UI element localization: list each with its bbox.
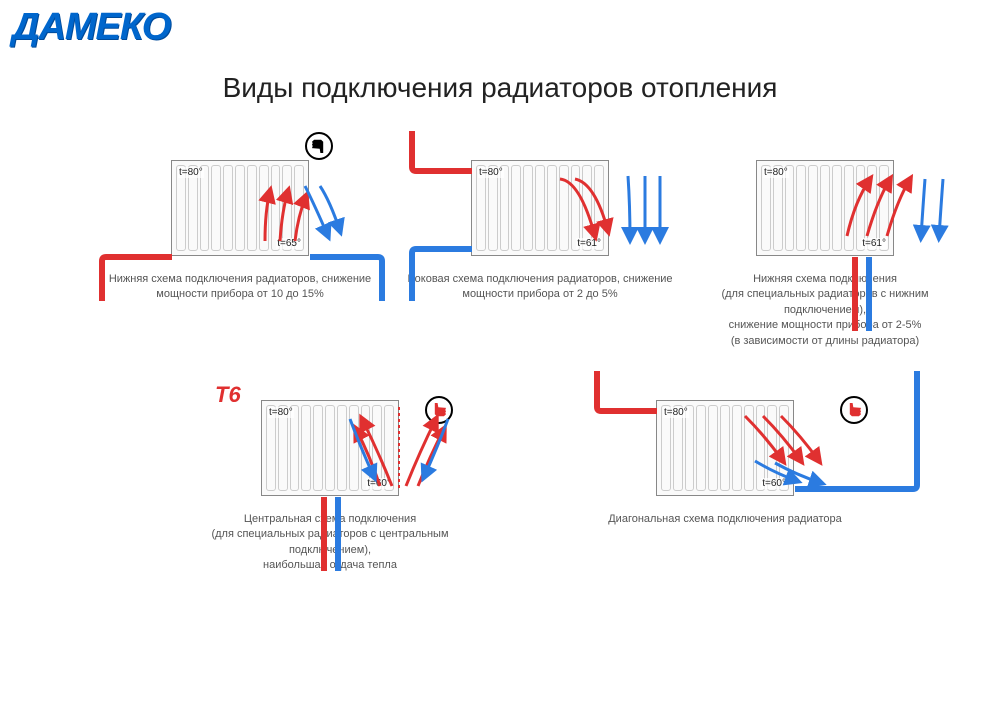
diagram-bottom: t=80° t=65° Нижняя схема подключения рад… bbox=[95, 160, 385, 303]
radiator: t=80° t=60° bbox=[656, 400, 794, 496]
caption: Нижняя схема подключения (для специальны… bbox=[680, 272, 970, 349]
caption: Боковая схема подключения радиаторов, сн… bbox=[395, 272, 685, 303]
thumbs-up-icon bbox=[425, 396, 453, 424]
t6-badge-icon: T6 bbox=[215, 382, 241, 408]
temp-in-label: t=80° bbox=[763, 167, 789, 178]
temp-in-label: t=80° bbox=[663, 407, 689, 418]
diagram-diagonal: t=80° t=60° Диагональная схема подключен… bbox=[580, 400, 870, 527]
thumbs-down-icon bbox=[305, 132, 333, 160]
temp-out-label: t=61° bbox=[861, 238, 887, 249]
caption: Центральная схема подключения (для специ… bbox=[185, 512, 475, 574]
thumbs-up-icon bbox=[840, 396, 868, 424]
temp-in-label: t=80° bbox=[268, 407, 294, 418]
temp-out-label: t=65° bbox=[276, 238, 302, 249]
logo: ДАМЕКО bbox=[12, 6, 170, 49]
temp-in-label: t=80° bbox=[178, 167, 204, 178]
radiator: t=80° t=60° bbox=[261, 400, 399, 496]
temp-out-label: t=60° bbox=[761, 478, 787, 489]
temp-out-label: t=60° bbox=[366, 478, 392, 489]
page-title: Виды подключения радиаторов отопления bbox=[0, 72, 1000, 104]
radiator: t=80° t=65° bbox=[171, 160, 309, 256]
diagram-central: T6 t=80° t=60° Центральная схема подключ… bbox=[185, 400, 475, 574]
radiator: t=80° t=61° bbox=[756, 160, 894, 256]
caption: Диагональная схема подключения радиатора bbox=[580, 512, 870, 527]
diagram-side: t=80° t=61° Боковая схема подключения ра… bbox=[395, 160, 685, 303]
temp-out-label: t=61° bbox=[576, 238, 602, 249]
radiator: t=80° t=61° bbox=[471, 160, 609, 256]
diagram-bottom-special: t=80° t=61° Нижняя схема подключения (дл… bbox=[680, 160, 970, 349]
caption: Нижняя схема подключения радиаторов, сни… bbox=[95, 272, 385, 303]
temp-in-label: t=80° bbox=[478, 167, 504, 178]
